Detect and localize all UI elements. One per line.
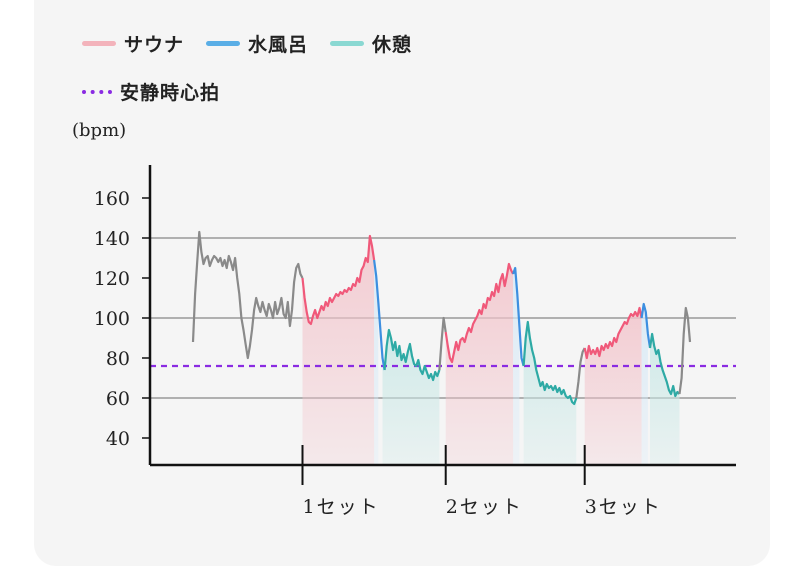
y-tick-label-40: 40	[106, 428, 130, 450]
legend-water-swatch	[206, 41, 241, 46]
legend-sauna-swatch	[82, 41, 116, 46]
rest-area-5	[523, 322, 577, 465]
y-tick-label-100: 100	[94, 308, 130, 330]
legend-sauna: サウナ	[82, 30, 184, 57]
legend-resting-hr-label: 安静時心拍	[120, 82, 221, 104]
legend-water: 水風呂	[206, 30, 308, 57]
other-line-12	[678, 306, 692, 395]
rest-line-11	[648, 332, 681, 398]
other-line-8	[575, 347, 586, 399]
other-line-0	[191, 230, 304, 360]
legend-row-1: サウナ 水風呂 休憩	[82, 30, 434, 57]
chart-card	[34, 0, 770, 566]
sauna-line-1	[301, 234, 376, 326]
water-line-2	[373, 259, 386, 371]
set-label-2: 2セット	[446, 496, 523, 518]
legend-rest-label: 休憩	[372, 34, 413, 56]
water-area-7	[641, 304, 648, 465]
other-line-4	[438, 316, 447, 371]
rest-line-3	[383, 328, 441, 382]
water-line-6	[512, 266, 525, 367]
water-area-1	[374, 260, 379, 465]
y-tick-label-160: 160	[94, 188, 130, 210]
legend-sauna-label: サウナ	[124, 34, 185, 56]
legend-resting-hr: 安静時心拍	[82, 78, 220, 105]
y-tick-label-140: 140	[94, 228, 130, 250]
y-tick-label-80: 80	[106, 348, 130, 370]
legend-rest: 休憩	[330, 30, 412, 57]
sauna-line-5	[444, 262, 515, 364]
sauna-area-3	[445, 264, 514, 465]
legend-rest-swatch	[330, 41, 365, 46]
legend-row-2: 安静時心拍	[82, 78, 242, 105]
set-label-3: 3セット	[585, 496, 662, 518]
y-tick-label-60: 60	[106, 388, 130, 410]
rest-area-8	[649, 334, 680, 465]
sauna-area-6	[584, 308, 642, 465]
water-line-10	[640, 302, 652, 349]
sauna-line-9	[583, 306, 643, 360]
y-tick-label-120: 120	[94, 268, 130, 290]
legend-resting-hr-swatch	[82, 89, 112, 94]
rest-area-2	[382, 330, 440, 465]
rest-line-7	[522, 320, 578, 406]
sauna-area-0	[302, 236, 375, 465]
y-axis-unit: (bpm)	[72, 120, 127, 141]
legend-water-label: 水風呂	[248, 34, 309, 56]
set-label-1: 1セット	[303, 496, 380, 518]
